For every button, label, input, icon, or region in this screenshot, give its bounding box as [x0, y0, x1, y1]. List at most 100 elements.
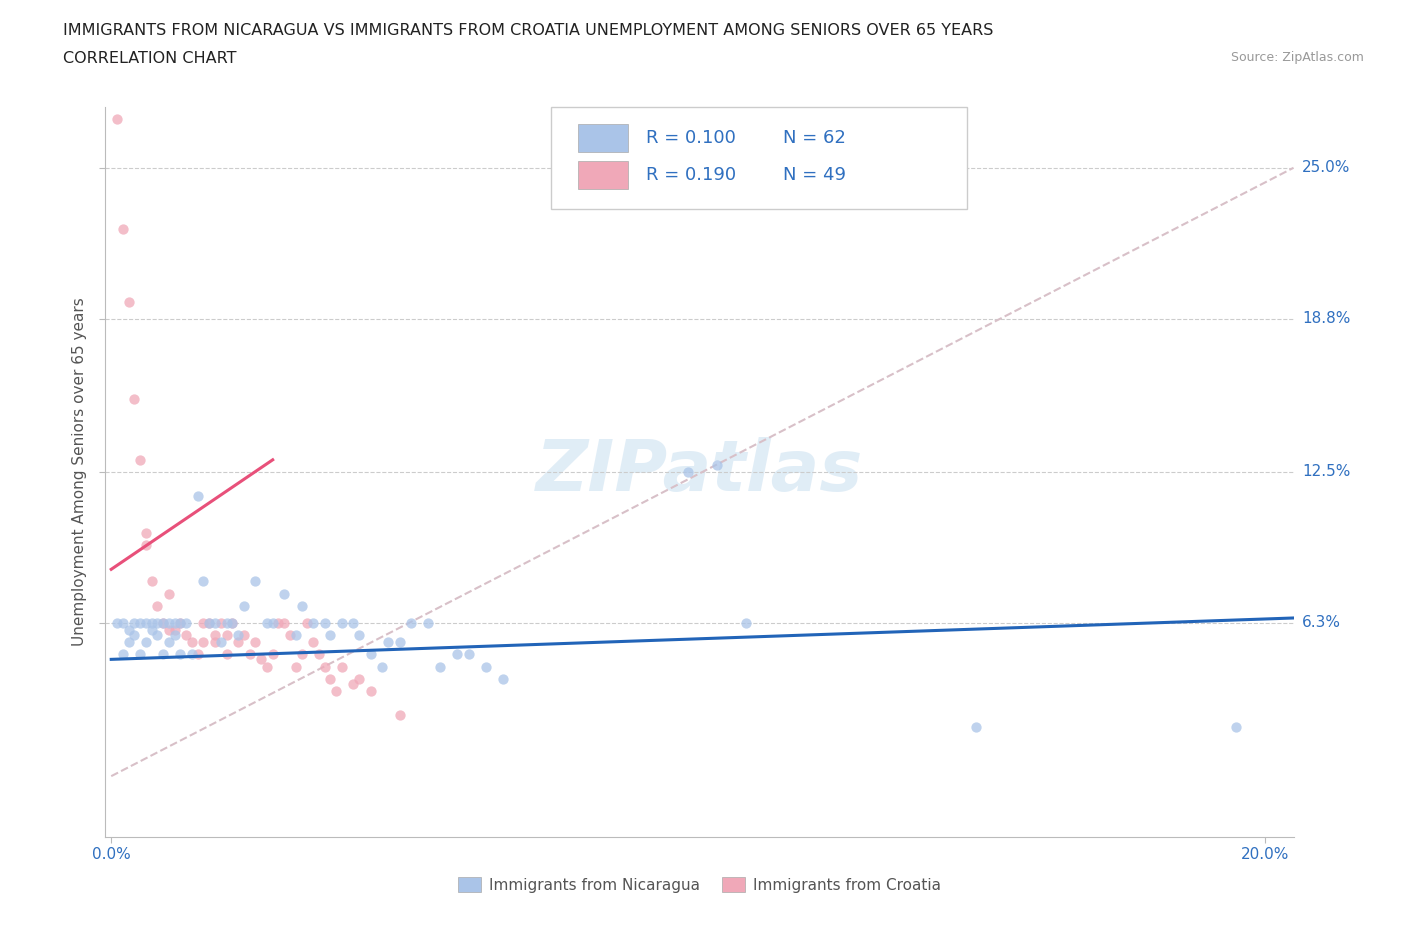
Point: [734, 616, 756, 631]
Point: [377, 635, 399, 650]
Point: [314, 616, 336, 631]
Point: [193, 574, 215, 589]
Point: [193, 616, 215, 631]
Point: [273, 586, 295, 601]
Point: [111, 221, 134, 236]
Text: 6.3%: 6.3%: [1302, 616, 1341, 631]
Point: [215, 628, 238, 643]
Point: [256, 616, 278, 631]
Point: [124, 628, 146, 643]
Point: [239, 647, 262, 662]
Point: [290, 598, 312, 613]
Point: [129, 452, 152, 467]
Point: [221, 616, 243, 631]
Point: [187, 647, 209, 662]
Point: [135, 635, 157, 650]
Point: [146, 616, 169, 631]
Point: [325, 684, 347, 698]
Text: IMMIGRANTS FROM NICARAGUA VS IMMIGRANTS FROM CROATIA UNEMPLOYMENT AMONG SENIORS : IMMIGRANTS FROM NICARAGUA VS IMMIGRANTS …: [63, 23, 994, 38]
Point: [302, 616, 325, 631]
Point: [302, 635, 325, 650]
Point: [152, 616, 174, 631]
Point: [347, 671, 370, 686]
Point: [124, 616, 146, 631]
Point: [290, 647, 312, 662]
Point: [146, 598, 169, 613]
Point: [204, 628, 226, 643]
Point: [284, 628, 307, 643]
Point: [215, 616, 238, 631]
Point: [388, 635, 411, 650]
Point: [360, 647, 382, 662]
Point: [204, 616, 226, 631]
Point: [492, 671, 515, 686]
Point: [209, 616, 232, 631]
Point: [111, 647, 134, 662]
Point: [297, 616, 319, 631]
Point: [308, 647, 330, 662]
Point: [262, 647, 284, 662]
Point: [117, 294, 139, 309]
Point: [141, 623, 163, 638]
Point: [446, 647, 468, 662]
Point: [105, 112, 128, 126]
Point: [267, 616, 290, 631]
Point: [284, 659, 307, 674]
Point: [342, 616, 364, 631]
Point: [129, 616, 152, 631]
Text: R = 0.100: R = 0.100: [645, 129, 735, 147]
Point: [226, 628, 249, 643]
Point: [111, 616, 134, 631]
Point: [256, 659, 278, 674]
Point: [250, 652, 273, 667]
Point: [117, 635, 139, 650]
Point: [676, 465, 699, 480]
Point: [163, 628, 186, 643]
Point: [360, 684, 382, 698]
Point: [226, 635, 249, 650]
Point: [174, 628, 197, 643]
Point: [193, 635, 215, 650]
Text: 18.8%: 18.8%: [1302, 312, 1350, 326]
Point: [152, 616, 174, 631]
Point: [204, 635, 226, 650]
Point: [706, 458, 728, 472]
Point: [174, 616, 197, 631]
Point: [157, 623, 180, 638]
Point: [232, 628, 254, 643]
Text: 25.0%: 25.0%: [1302, 160, 1350, 175]
Text: 12.5%: 12.5%: [1302, 464, 1350, 480]
Point: [187, 489, 209, 504]
Point: [152, 647, 174, 662]
Text: N = 49: N = 49: [783, 166, 845, 184]
Point: [319, 671, 342, 686]
Point: [232, 598, 254, 613]
Text: ZIPatlas: ZIPatlas: [536, 437, 863, 507]
Point: [314, 659, 336, 674]
Point: [157, 586, 180, 601]
Point: [245, 574, 267, 589]
Y-axis label: Unemployment Among Seniors over 65 years: Unemployment Among Seniors over 65 years: [72, 298, 87, 646]
Point: [399, 616, 422, 631]
Text: CORRELATION CHART: CORRELATION CHART: [63, 51, 236, 66]
Point: [330, 616, 353, 631]
Point: [215, 647, 238, 662]
Point: [157, 635, 180, 650]
Point: [221, 616, 243, 631]
Point: [169, 616, 191, 631]
Text: Source: ZipAtlas.com: Source: ZipAtlas.com: [1230, 51, 1364, 64]
FancyBboxPatch shape: [551, 107, 967, 209]
Point: [198, 616, 221, 631]
Legend: Immigrants from Nicaragua, Immigrants from Croatia: Immigrants from Nicaragua, Immigrants fr…: [451, 870, 948, 898]
Point: [135, 616, 157, 631]
Point: [278, 628, 301, 643]
Point: [1225, 720, 1247, 735]
Point: [181, 635, 204, 650]
Point: [273, 616, 295, 631]
Point: [117, 623, 139, 638]
Point: [141, 574, 163, 589]
Point: [105, 616, 128, 631]
Text: N = 62: N = 62: [783, 129, 845, 147]
Point: [198, 616, 221, 631]
Point: [457, 647, 479, 662]
